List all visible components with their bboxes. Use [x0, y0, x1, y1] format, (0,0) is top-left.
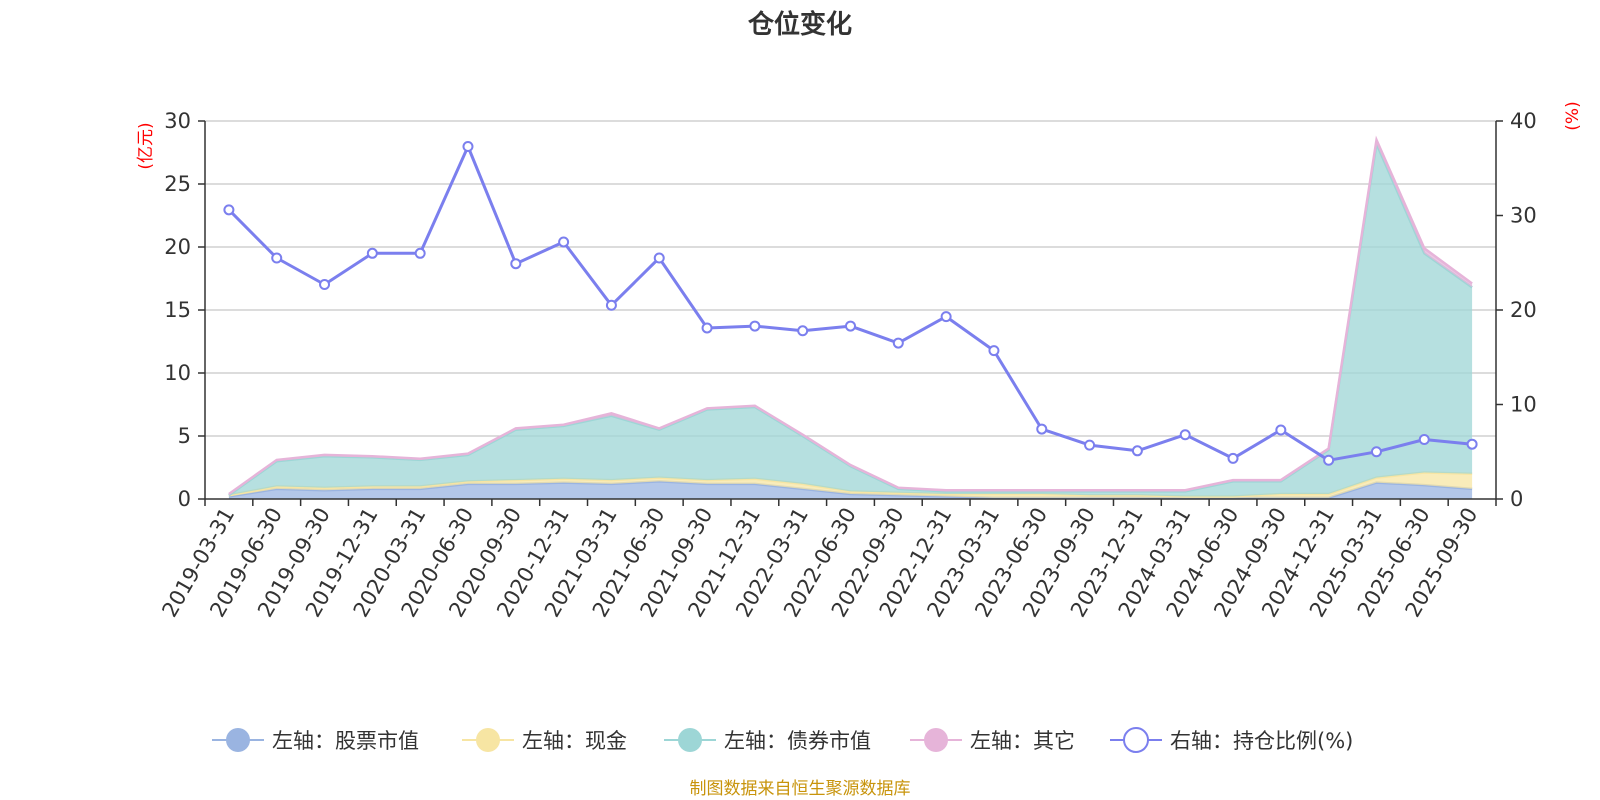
- ratio-point: [701, 322, 713, 334]
- legend-item[interactable]: 左轴：股票市值: [212, 728, 419, 753]
- ratio-point: [1084, 439, 1096, 451]
- ratio-point: [1466, 438, 1478, 450]
- legend-marker: [1123, 727, 1149, 753]
- right-axis-tick-label: 20: [1510, 298, 1537, 322]
- area-左轴：其它: [228, 139, 1473, 496]
- ratio-point: [462, 141, 474, 153]
- ratio-point: [1323, 454, 1335, 466]
- ratio-point: [1179, 429, 1191, 441]
- ratio-point: [1131, 445, 1143, 457]
- right-axis-tick-label: 10: [1510, 393, 1537, 417]
- axes: 0510152025300102030402019-03-312019-06-3…: [157, 109, 1536, 621]
- ratio-point: [319, 278, 331, 290]
- ratio-point: [940, 311, 952, 323]
- ratio-point: [366, 247, 378, 259]
- ratio-point: [223, 204, 235, 216]
- chart-title: 仓位变化: [747, 9, 852, 40]
- legend-item[interactable]: 左轴：债券市值: [664, 728, 871, 753]
- right-axis-tick-label: 30: [1510, 204, 1537, 228]
- area-左轴：现金: [228, 472, 1473, 498]
- legend-marker: [678, 728, 702, 752]
- legend-marker: [924, 728, 948, 752]
- ratio-point: [1036, 423, 1048, 435]
- legend-label: 左轴：债券市值: [724, 729, 871, 753]
- legend: 左轴：股票市值 左轴：现金 左轴：债券市值 左轴：其它 右轴：持仓比例(%): [212, 727, 1353, 753]
- ratio-point: [797, 325, 809, 337]
- ratio-point: [988, 345, 1000, 357]
- source-note: 制图数据来自恒生聚源数据库: [690, 779, 911, 799]
- ratio-line-path: [227, 145, 1473, 462]
- ratio-point: [1275, 424, 1287, 436]
- legend-label: 右轴：持仓比例(%): [1170, 729, 1353, 753]
- legend-marker: [226, 728, 250, 752]
- area-edge-左轴：债券市值: [228, 139, 1473, 497]
- legend-label: 左轴：股票市值: [272, 729, 419, 753]
- right-axis-tick-label: 40: [1510, 109, 1537, 133]
- area-edge-左轴：其它: [228, 135, 1473, 496]
- area-左轴：股票市值: [228, 481, 1473, 499]
- holding-ratio-line: [223, 141, 1478, 466]
- stacked-areas: [228, 135, 1473, 499]
- ratio-point: [845, 320, 856, 332]
- ratio-point: [749, 320, 761, 332]
- left-axis-tick-label: 5: [178, 424, 191, 448]
- ratio-point: [1227, 452, 1239, 464]
- left-axis-unit: (亿元): [136, 122, 156, 169]
- legend-label: 左轴：其它: [970, 729, 1075, 753]
- left-axis-tick-label: 25: [164, 172, 191, 196]
- ratio-point: [510, 258, 522, 270]
- ratio-point: [1418, 433, 1430, 445]
- ratio-point: [892, 337, 904, 349]
- left-axis-tick-label: 0: [178, 487, 191, 511]
- right-axis-tick-label: 0: [1510, 487, 1523, 511]
- ratio-point: [558, 236, 570, 248]
- right-axis-unit: (%): [1563, 101, 1583, 130]
- ratio-point: [271, 252, 283, 264]
- ratio-point: [414, 247, 426, 259]
- ratio-point: [605, 299, 617, 311]
- area-左轴：债券市值: [228, 143, 1473, 497]
- legend-marker: [476, 728, 500, 752]
- legend-label: 左轴：现金: [522, 729, 627, 753]
- legend-item[interactable]: 左轴：现金: [462, 728, 627, 753]
- left-axis-tick-label: 10: [164, 361, 191, 385]
- ratio-point: [653, 252, 665, 264]
- grid-lines: [205, 120, 1496, 437]
- legend-item[interactable]: 左轴：其它: [910, 728, 1075, 753]
- left-axis-tick-label: 15: [164, 298, 191, 322]
- ratio-point: [1370, 446, 1382, 458]
- left-axis-tick-label: 30: [164, 109, 191, 133]
- left-axis-tick-label: 20: [164, 235, 191, 259]
- legend-item[interactable]: 右轴：持仓比例(%): [1110, 727, 1353, 753]
